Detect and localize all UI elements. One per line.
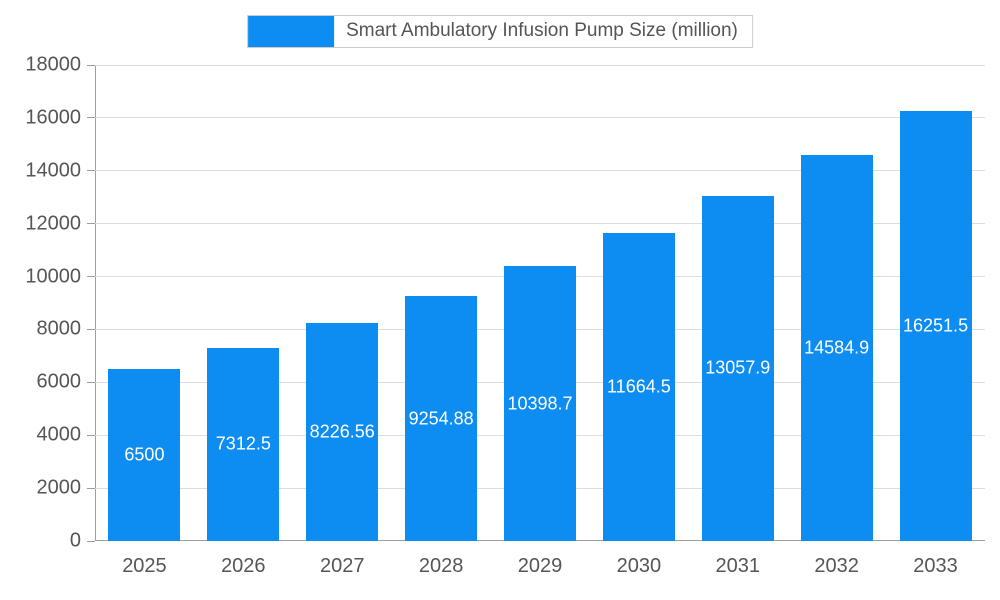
bar-value-label: 10398.7 (507, 393, 573, 413)
bar-value-label: 13057.9 (705, 357, 771, 378)
y-axis-tick-label: 4000 (36, 423, 82, 446)
bar-2033: 16251.5 (899, 111, 972, 541)
y-axis-tick-mark (87, 540, 95, 542)
y-axis-tick-label: 2000 (36, 476, 82, 499)
y-axis-tick-label: 14000 (25, 159, 81, 182)
x-axis-label: 2026 (221, 555, 266, 577)
x-axis-label: 2031 (715, 555, 761, 577)
legend-label: Smart Ambulatory Infusion Pump Size (mil… (346, 20, 738, 41)
bar-2028: 9254.88 (405, 296, 478, 541)
legend: Smart Ambulatory Infusion Pump Size (mil… (247, 15, 753, 48)
gridline (95, 170, 985, 172)
y-axis-tick-mark (87, 223, 95, 225)
plot-area: 0 2000 4000 6000 8000 10000 12000 14000 16000 180… (25, 54, 985, 577)
bar-value-label: 8226.56 (309, 421, 375, 442)
y-axis-tick-mark (87, 328, 95, 330)
y-axis-tick-label: 12000 (25, 212, 81, 235)
bar-value-label: 11664.5 (607, 376, 671, 397)
bar-value-label: 6500 (124, 444, 165, 465)
x-axis-label: 2025 (122, 555, 167, 577)
y-axis-tick-mark (87, 434, 95, 436)
bar-2032: 14584.9 (800, 155, 873, 541)
y-axis-tick-mark (87, 381, 95, 383)
y-axis-tick-label: 10000 (25, 265, 81, 288)
gridline (95, 64, 985, 66)
bar-2025: 6500 (108, 369, 181, 541)
gridline (95, 223, 985, 225)
bar-value-label: 7312.5 (215, 433, 271, 454)
y-axis-tick-label: 6000 (36, 370, 82, 393)
y-axis-tick-mark (87, 64, 95, 66)
y-axis-tick-label: 8000 (36, 317, 82, 340)
y-axis-tick-mark (87, 117, 95, 119)
y-axis-tick-label: 18000 (25, 53, 81, 76)
bar-2029: 10398.7 (504, 266, 576, 541)
y-axis-tick-mark (87, 170, 95, 172)
gridline (95, 117, 985, 119)
x-axis-label: 2027 (319, 555, 365, 577)
x-axis-label: 2030 (616, 555, 662, 577)
x-axis-label: 2033 (913, 555, 958, 577)
bar-2026: 7312.5 (207, 347, 280, 541)
bar-value-label: 9254.88 (408, 408, 474, 429)
x-axis-label: 2029 (517, 555, 563, 577)
x-axis-label: 2028 (418, 555, 464, 577)
y-axis-line (95, 65, 96, 541)
y-axis-tick-mark (87, 487, 95, 489)
x-axis-label: 2032 (814, 555, 859, 577)
y-axis-tick-mark (87, 276, 95, 278)
y-axis-tick-label: 0 (69, 529, 81, 552)
bar-2027: 8226.56 (306, 323, 379, 541)
bar-value-label: 14584.9 (804, 337, 870, 358)
legend-swatch (248, 16, 335, 47)
bar-2031: 13057.9 (701, 195, 774, 541)
bar-value-label: 16251.5 (903, 315, 969, 336)
y-axis-tick-label: 16000 (25, 106, 81, 129)
bar-2030: 11664.5 (602, 232, 675, 541)
